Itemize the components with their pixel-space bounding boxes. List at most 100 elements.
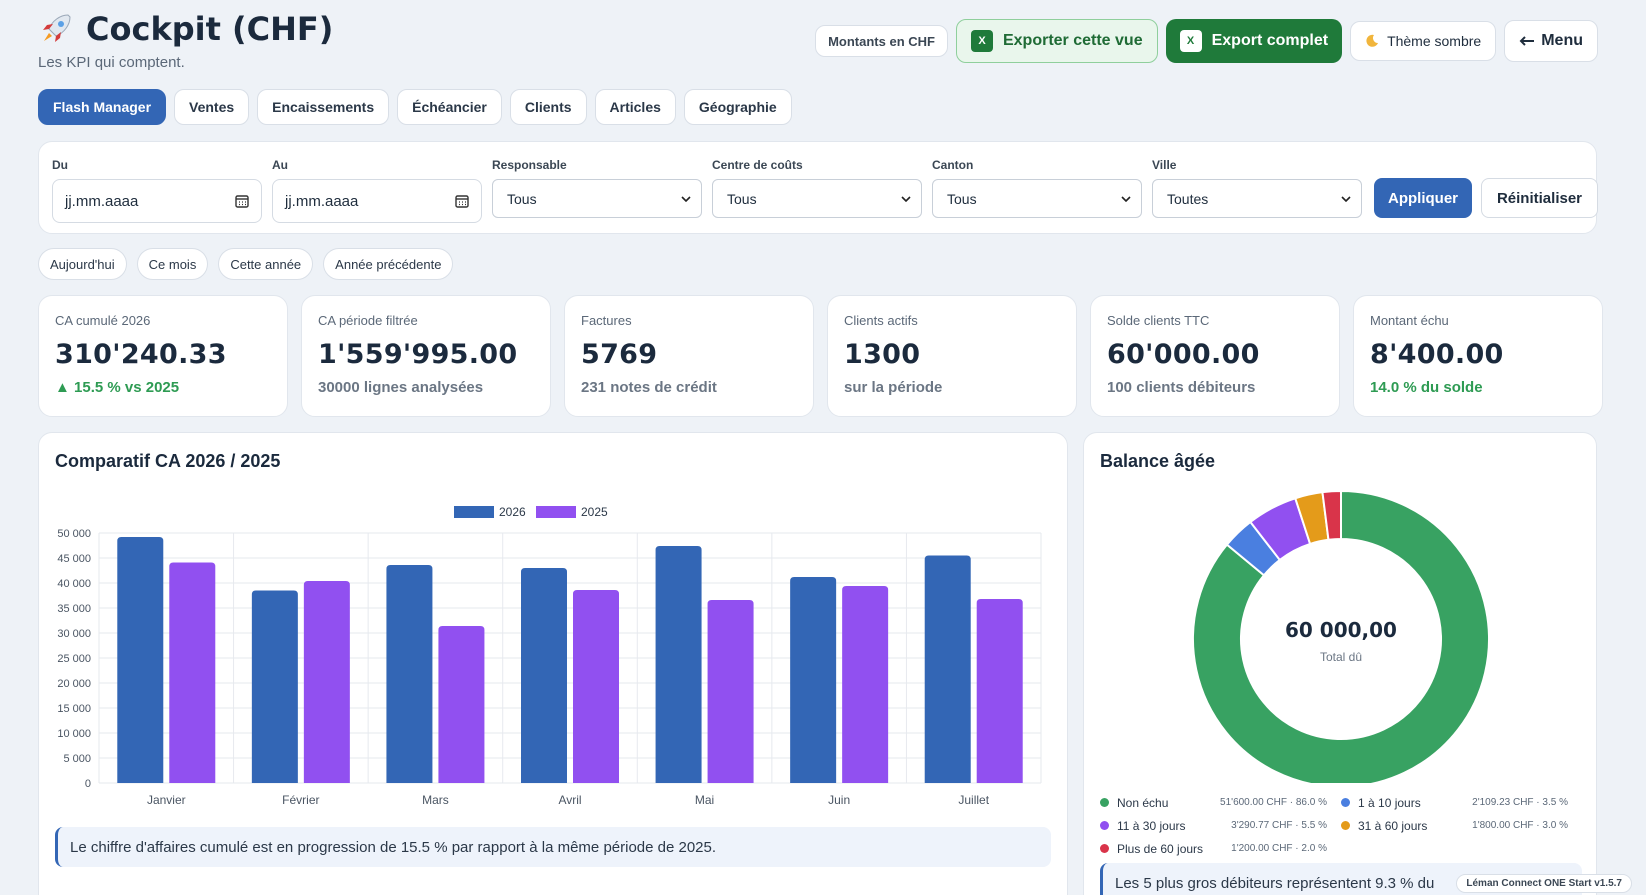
quick-range-chip[interactable]: Aujourd'hui <box>38 248 127 280</box>
legend-label-2025: 2025 <box>581 505 608 519</box>
quick-range-chip[interactable]: Ce mois <box>136 248 209 280</box>
quick-range-chip[interactable]: Année précédente <box>323 248 454 280</box>
aged-balance-panel: Balance âgée 60 000,00 Total dû Non échu 5… <box>1083 432 1597 895</box>
tab-0[interactable]: Flash Manager <box>38 89 167 125</box>
tab-5[interactable]: Articles <box>594 89 676 125</box>
apply-button[interactable]: Appliquer <box>1374 178 1472 218</box>
date-from-input[interactable]: jj.mm.aaaa <box>52 179 262 223</box>
y-tick-label: 5 000 <box>63 753 91 765</box>
centre-couts-select[interactable]: Tous <box>712 179 922 218</box>
legend-item[interactable]: Non échu 51'600.00 CHF · 86.0 % <box>1100 796 1341 810</box>
x-tick-label: Février <box>282 793 319 807</box>
kpi-card: Solde clients TTC 60'000.00 100 clients dé… <box>1090 295 1340 417</box>
y-tick-label: 20 000 <box>57 678 91 690</box>
kpi-subtext: 100 clients débiteurs <box>1107 379 1256 396</box>
legend-dot <box>1100 844 1109 853</box>
reset-button[interactable]: Réinitialiser <box>1481 178 1598 218</box>
main-tabs: Flash Manager Ventes Encaissements Échéanci… <box>38 89 792 125</box>
arrow-left-icon <box>1519 36 1535 46</box>
legend-item[interactable]: 1 à 10 jours 2'109.23 CHF · 3.5 % <box>1341 796 1582 810</box>
revenue-comparison-panel: Comparatif CA 2026 / 2025 0 5 000 10 000 15… <box>38 432 1068 895</box>
legend-name: Plus de 60 jours <box>1117 841 1204 856</box>
legend-item[interactable]: 11 à 30 jours 3'290.77 CHF · 5.5 % <box>1100 819 1341 833</box>
legend-item[interactable]: Plus de 60 jours 1'200.00 CHF · 2.0 % <box>1100 842 1341 856</box>
legend-dot <box>1341 798 1350 807</box>
kpi-subtext: 30000 lignes analysées <box>318 379 484 396</box>
calendar-icon[interactable] <box>235 194 249 208</box>
quick-range-chip[interactable]: Cette année <box>218 248 314 280</box>
aged-balance-title: Balance âgée <box>1100 451 1216 471</box>
bar-2026-juillet <box>924 555 971 783</box>
kpi-card: CA cumulé 2026 310'240.33 ▲ 15.5 % vs 2025 <box>38 295 288 417</box>
bar-2025-juillet <box>976 599 1023 783</box>
legend-value: 3'290.77 CHF · 5.5 % <box>1231 820 1327 831</box>
legend-name: 1 à 10 jours <box>1358 795 1421 810</box>
legend-dot <box>1341 821 1350 830</box>
bar-2026-juin <box>790 577 837 783</box>
bar-2025-janvier <box>169 562 216 783</box>
y-tick-label: 50 000 <box>57 528 91 540</box>
filter-au: Au jj.mm.aaaa <box>272 158 482 223</box>
tab-1[interactable]: Ventes <box>174 89 250 125</box>
kpi-label: Solde clients TTC <box>1107 313 1210 328</box>
donut-total-label: Total dû <box>1320 650 1362 664</box>
debtors-insight-note: Les 5 plus gros débiteurs représentent 9… <box>1100 863 1582 895</box>
bar-2026-mars <box>386 565 433 783</box>
bar-2026-avril <box>521 568 567 783</box>
bar-2025-mars <box>438 626 485 783</box>
y-tick-label: 40 000 <box>57 578 91 590</box>
responsable-select[interactable]: Tous <box>492 179 702 218</box>
canton-select[interactable]: Tous <box>932 179 1142 218</box>
legend-value: 1'200.00 CHF · 2.0 % <box>1231 843 1327 854</box>
calendar-icon[interactable] <box>455 194 469 208</box>
y-tick-label: 35 000 <box>57 603 91 615</box>
version-badge: Léman Connect ONE Start v1.5.7 <box>1456 874 1632 893</box>
top-actions: Montants en CHF X Exporter cette vue X E… <box>815 19 1598 63</box>
ville-select[interactable]: Toutes <box>1152 179 1362 218</box>
tab-3[interactable]: Échéancier <box>397 89 502 125</box>
bar-2026-janvier <box>117 537 164 783</box>
excel-icon: X <box>1179 30 1202 52</box>
aged-balance-legend: Non échu 51'600.00 CHF · 86.0 % 1 à 10 jou… <box>1100 791 1582 860</box>
legend-dot <box>1100 821 1109 830</box>
chevron-down-icon <box>901 195 911 202</box>
y-tick-label: 10 000 <box>57 728 91 740</box>
aged-balance-donut: 60 000,00 Total dû <box>1191 489 1490 783</box>
kpi-value: 1'559'995.00 <box>318 339 518 370</box>
export-view-button[interactable]: X Exporter cette vue <box>955 19 1158 63</box>
date-to-input[interactable]: jj.mm.aaaa <box>272 179 482 223</box>
bar-2025-avril <box>573 590 619 783</box>
legend-row: 11 à 30 jours 3'290.77 CHF · 5.5 % 31 à 60… <box>1100 814 1582 837</box>
rocket-icon <box>43 14 71 42</box>
legend-swatch-2026 <box>454 506 494 518</box>
x-tick-label: Janvier <box>147 793 186 807</box>
filter-du: Du jj.mm.aaaa <box>52 158 262 223</box>
kpi-label: Factures <box>581 313 632 328</box>
currency-badge: Montants en CHF <box>815 25 948 57</box>
tab-4[interactable]: Clients <box>509 89 587 125</box>
dark-theme-button[interactable]: Thème sombre <box>1350 21 1497 61</box>
x-tick-label: Juillet <box>958 793 989 807</box>
legend-label-2026: 2026 <box>499 505 526 519</box>
tab-6[interactable]: Géographie <box>683 89 792 125</box>
chevron-down-icon <box>1341 195 1351 202</box>
menu-button[interactable]: Menu <box>1504 20 1598 62</box>
legend-name: 31 à 60 jours <box>1358 818 1428 833</box>
excel-icon: X <box>970 30 993 52</box>
bar-2026-mai <box>655 546 702 783</box>
filter-canton: Canton Tous <box>932 158 1142 218</box>
page-header: Cockpit (CHF) Les KPI qui comptent. <box>38 10 333 71</box>
moon-icon <box>1366 34 1379 47</box>
kpi-card: Clients actifs 1300 sur la période <box>827 295 1077 417</box>
x-tick-label: Mai <box>695 793 714 807</box>
tab-2[interactable]: Encaissements <box>257 89 390 125</box>
chevron-down-icon <box>681 195 691 202</box>
export-full-button[interactable]: X Export complet <box>1165 19 1343 63</box>
bar-2026-février <box>251 590 298 783</box>
legend-item[interactable]: 31 à 60 jours 1'800.00 CHF · 3.0 % <box>1341 819 1582 833</box>
chevron-down-icon <box>1121 195 1131 202</box>
kpi-label: Montant échu <box>1370 313 1449 328</box>
quick-range-chips: Aujourd'hui Ce mois Cette année Année précé… <box>38 248 454 280</box>
legend-swatch-2025 <box>536 506 576 518</box>
chart-title: Comparatif CA 2026 / 2025 <box>55 451 281 471</box>
